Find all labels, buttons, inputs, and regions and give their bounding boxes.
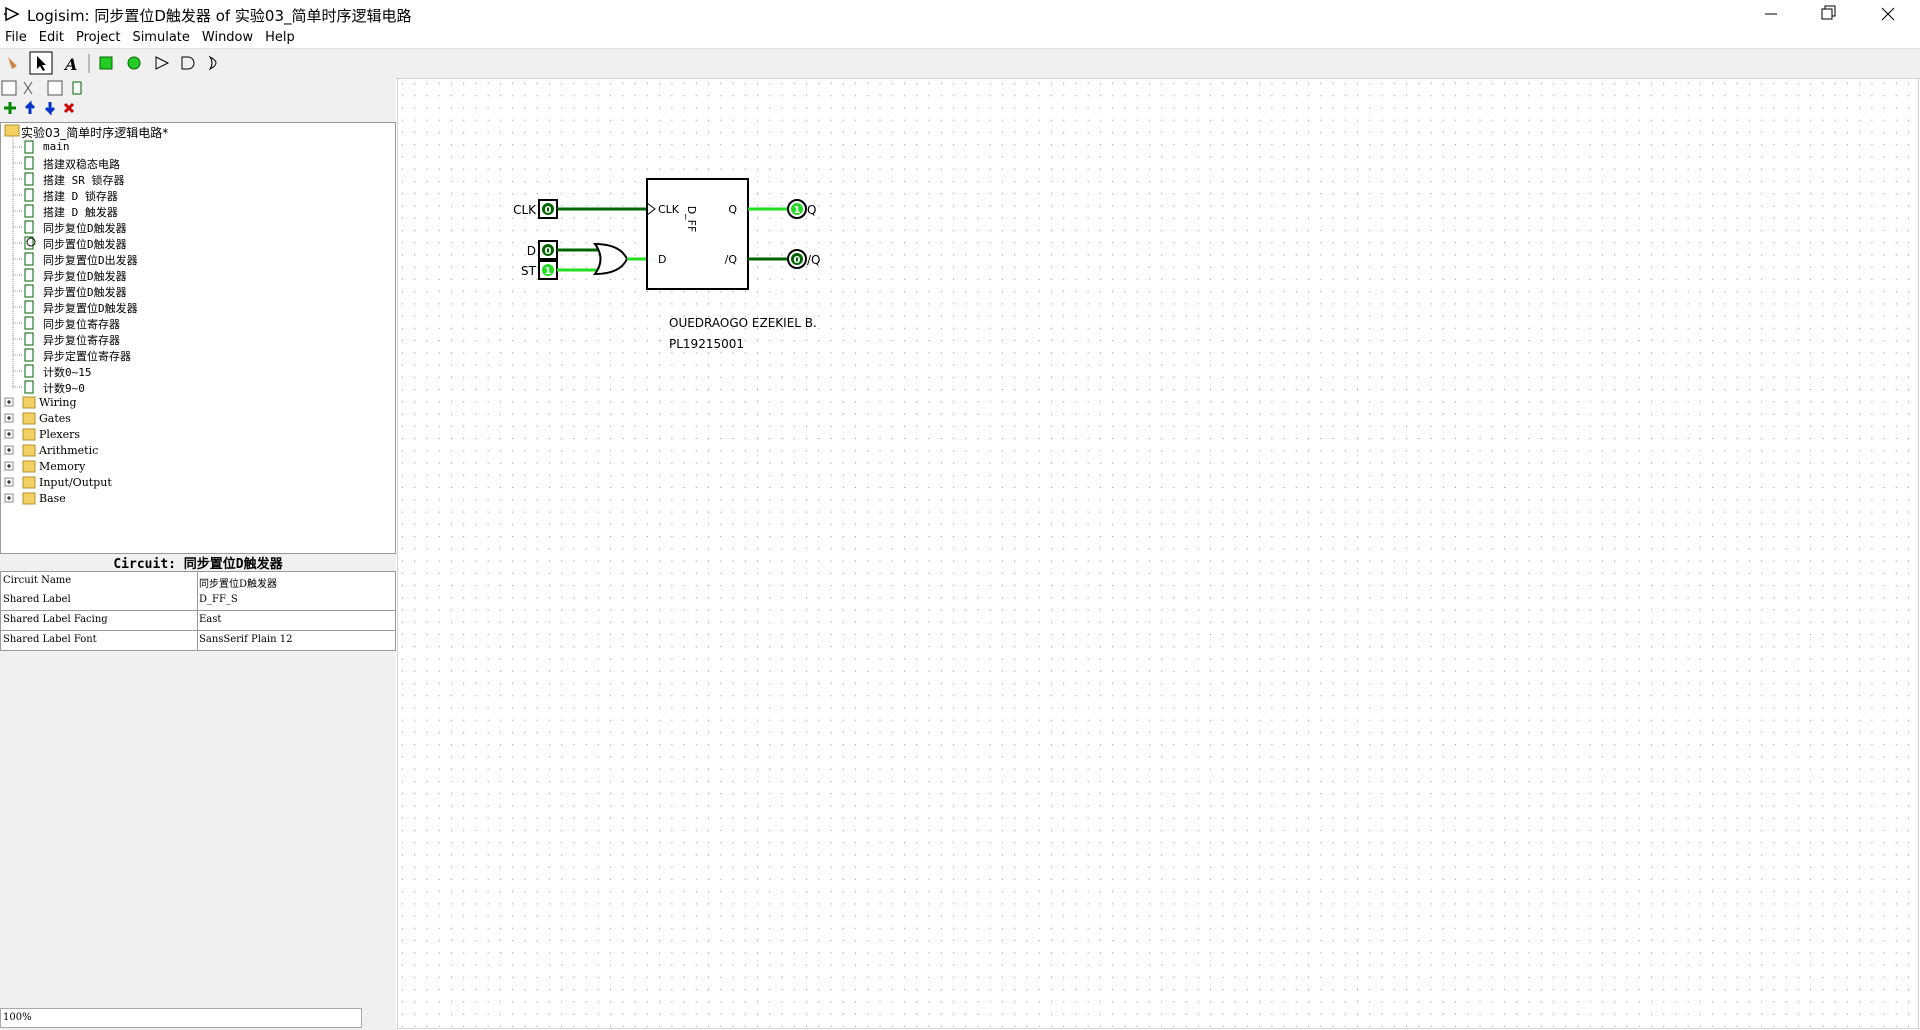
pin-state: 1 xyxy=(545,266,552,277)
property-row: Shared Label Facing East xyxy=(0,611,396,631)
tree-circuit[interactable]: 同步复置位D出发器 xyxy=(43,254,138,267)
menu-item[interactable]: Project xyxy=(75,30,121,45)
menu-item[interactable]: Edit xyxy=(38,30,64,45)
project-tree: 实验03_简单时序逻辑电路* main 搭建双稳态电路 搭建 SR 锁存器 搭建 D 锁… xyxy=(0,122,396,554)
property-key: Shared Label xyxy=(3,594,71,605)
tree-circuit[interactable]: 同步复位D触发器 xyxy=(43,222,127,235)
menu-item[interactable]: Help xyxy=(265,30,295,45)
property-key: Shared Label Font xyxy=(3,634,97,645)
tree-circuit[interactable]: 计数9~0 xyxy=(43,382,85,395)
input-pin-label: CLK xyxy=(513,203,537,217)
tree-circuit[interactable]: 计数0~15 xyxy=(43,366,92,379)
tree-library[interactable]: Memory xyxy=(39,460,86,473)
output-pin-label: Q xyxy=(807,203,816,217)
properties-title: Circuit: 同步置位D触发器 xyxy=(113,557,283,572)
tree-circuit[interactable]: 同步置位D触发器 xyxy=(43,238,127,251)
tree-circuit[interactable]: 异步置位D触发器 xyxy=(43,286,127,299)
pin-state-dot xyxy=(542,203,554,215)
pin-state: 0 xyxy=(794,255,801,266)
tree-library[interactable]: Arithmetic xyxy=(39,444,99,457)
menu-item[interactable]: Simulate xyxy=(132,30,190,45)
tree-circuit[interactable]: 异步复位D触发器 xyxy=(43,270,127,283)
property-separator xyxy=(197,591,198,610)
tree-library[interactable]: Gates xyxy=(39,412,71,425)
property-value[interactable]: 同步置位D触发器 xyxy=(199,579,278,590)
tree-lines xyxy=(4,124,36,505)
port-label: CLK xyxy=(658,203,680,216)
property-row: Shared Label D_FF_S xyxy=(0,591,396,611)
note-text: OUEDRAOGO EZEKIEL B. xyxy=(669,316,817,330)
tree-circuit[interactable]: 搭建 D 触发器 xyxy=(43,206,118,219)
subcircuit[interactable] xyxy=(646,178,749,290)
pin-state-dot xyxy=(791,203,803,215)
zoom-field[interactable]: 100% xyxy=(0,1008,362,1028)
tree-library[interactable]: Base xyxy=(39,492,66,505)
property-separator xyxy=(197,572,198,591)
property-separator xyxy=(197,631,198,650)
title-bar: Logisim: 同步置位D触发器 of 实验03_简单时序逻辑电路 xyxy=(0,0,1920,29)
port-label: D xyxy=(658,253,666,266)
pin-state: 0 xyxy=(545,205,552,216)
pin-state: 0 xyxy=(545,246,552,257)
tool-icons[interactable]: A xyxy=(0,49,240,78)
tree-circuit[interactable]: 异步定置位寄存器 xyxy=(43,350,131,363)
port-label: Q xyxy=(728,203,737,216)
panel-toolbar[interactable] xyxy=(0,78,200,122)
app-icon xyxy=(4,6,20,22)
tree-circuit[interactable]: 同步复位寄存器 xyxy=(43,318,120,331)
pin-state-dot xyxy=(542,244,554,256)
port-label: /Q xyxy=(725,253,738,266)
menu-item[interactable]: File xyxy=(5,30,27,45)
menu-bar: File Edit Project Simulate Window Help xyxy=(0,29,1920,49)
output-pin-label: /Q xyxy=(807,253,821,267)
tree-project[interactable]: 实验03_简单时序逻辑电路* xyxy=(21,126,169,140)
input-pin-label: D xyxy=(527,244,536,258)
property-row: Shared Label Font SansSerif Plain 12 xyxy=(0,631,396,651)
window-title: Logisim: 同步置位D触发器 of 实验03_简单时序逻辑电路 xyxy=(27,7,412,25)
property-value[interactable]: D_FF_S xyxy=(199,594,238,605)
tree-library[interactable]: Input/Output xyxy=(39,476,112,489)
tree-circuit[interactable]: main xyxy=(43,140,70,153)
tree-circuit[interactable]: 异步复置位D触发器 xyxy=(43,302,138,315)
tree-circuit[interactable]: 搭建 D 锁存器 xyxy=(43,190,118,203)
property-value[interactable]: SansSerif Plain 12 xyxy=(199,634,293,645)
tree-circuit[interactable]: 异步复位寄存器 xyxy=(43,334,120,347)
property-key: Circuit Name xyxy=(3,575,72,586)
note-text: PL19215001 xyxy=(669,337,744,351)
menu-item[interactable]: Window xyxy=(201,30,254,45)
window-controls[interactable] xyxy=(1740,0,1920,29)
tree-circuit[interactable]: 搭建 SR 锁存器 xyxy=(43,174,125,187)
tree-library[interactable]: Plexers xyxy=(39,428,81,441)
property-row: Circuit Name 同步置位D触发器 xyxy=(0,571,396,592)
component-name: D_FF xyxy=(685,206,698,233)
tree-circuit[interactable]: 搭建双稳态电路 xyxy=(43,158,120,171)
input-pin-label: ST xyxy=(521,264,537,278)
zoom-text: 100% xyxy=(3,1012,32,1023)
pin-state: 1 xyxy=(794,205,801,216)
property-value[interactable]: East xyxy=(199,614,222,625)
tree-library[interactable]: Wiring xyxy=(39,396,77,409)
toolbar: A xyxy=(0,49,1920,79)
pin-state-dot xyxy=(791,253,803,265)
clock-triangle xyxy=(646,202,656,216)
property-separator xyxy=(197,611,198,630)
or-gate xyxy=(593,242,629,276)
svg-text:A: A xyxy=(63,55,77,74)
property-key: Shared Label Facing xyxy=(3,614,108,625)
pin-state-dot xyxy=(542,264,554,276)
